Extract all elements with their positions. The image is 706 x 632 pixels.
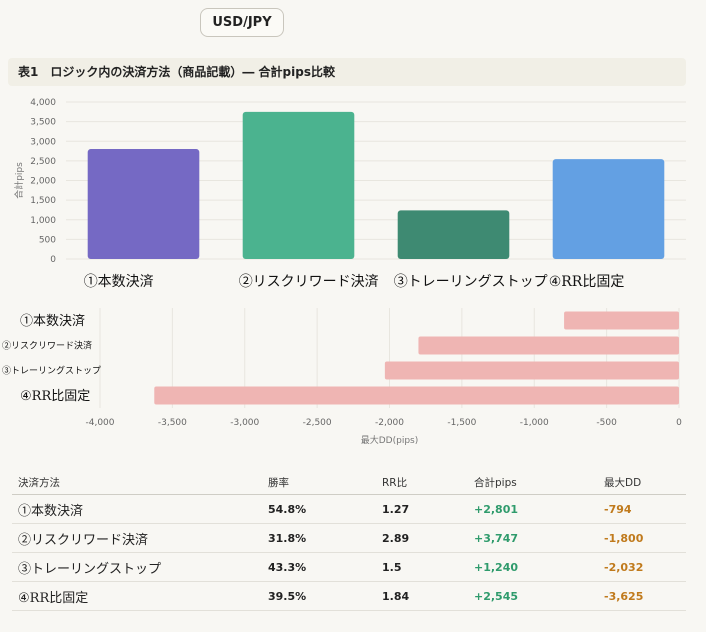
cell-winrate: 43.3% [262,552,376,582]
y-axis-title: 合計pips [13,162,25,199]
pair-button[interactable]: USD/JPY [200,8,284,37]
cell-max-dd: -794 [598,494,686,524]
table-row: ③トレーリングストップ 43.3% 1.5 +1,240 -2,032 [12,552,686,582]
x-tick-label: -3,000 [230,418,259,428]
cell-rr: 1.27 [376,494,468,524]
bar [384,361,679,380]
x-tick-label: ②リスクリワード決済 [239,274,379,290]
y-tick-label: 3,500 [30,118,56,128]
bar [418,336,679,355]
x-tick-label: 0 [676,418,682,428]
header-method: 決済方法 [12,470,262,495]
header-rr: RR比 [376,470,468,495]
x-tick-label: ③トレーリングストップ [394,274,548,290]
cell-winrate: 31.8% [262,523,376,553]
cell-total-pips: +1,240 [468,552,598,582]
cell-method: ③トレーリングストップ [12,552,262,582]
bar [242,111,355,259]
cell-total-pips: +2,801 [468,494,598,524]
cell-rr: 2.89 [376,523,468,553]
x-tick-label: -4,000 [85,418,114,428]
cell-max-dd: -3,625 [598,581,686,611]
header-max-dd: 最大DD [598,470,686,495]
max-dd-bar-chart: -4,000 -3,500 -3,000 -2,500 -2,000 -1,500 -1,0… [2,308,682,446]
header-winrate: 勝率 [262,470,376,495]
x-tick-label: ①本数決済 [84,274,154,290]
y-tick-label: ④RR比固定 [20,389,90,404]
y-tick-label: 3,000 [30,137,56,147]
x-tick-label: -500 [596,418,617,428]
x-tick-label: -3,500 [158,418,187,428]
cell-total-pips: +3,747 [468,523,598,553]
y-tick-label: 1,000 [30,216,56,226]
table-row: ④RR比固定 39.5% 1.84 +2,545 -3,625 [12,581,686,611]
cell-rr: 1.5 [376,552,468,582]
x-tick-label: -2,500 [303,418,332,428]
bar [564,311,679,330]
cell-winrate: 54.8% [262,494,376,524]
x-axis-title: 最大DD(pips) [361,434,419,446]
cell-method: ①本数決済 [12,494,262,524]
x-tick-label: -2,000 [375,418,404,428]
y-tick-label: ①本数決済 [20,313,85,329]
cell-method: ②リスクリワード決済 [12,523,262,553]
cell-total-pips: +2,545 [468,581,598,611]
bar [87,149,200,259]
bar [552,159,665,259]
cell-method: ④RR比固定 [12,581,262,611]
x-tick-label: -1,500 [447,418,476,428]
table-row: ①本数決済 54.8% 1.27 +2,801 -794 [12,494,686,524]
table-row: ②リスクリワード決済 31.8% 2.89 +3,747 -1,800 [12,523,686,553]
y-tick-label: 2,000 [30,177,56,187]
bar [154,386,679,405]
bar [397,210,510,259]
cell-max-dd: -1,800 [598,523,686,553]
table-title: 表1 ロジック内の決済方法（商品記載）― 合計pips比較 [8,58,686,86]
header-total-pips: 合計pips [468,470,598,495]
cell-max-dd: -2,032 [598,552,686,582]
y-tick-label: ②リスクリワード決済 [2,340,92,352]
y-tick-label: ③トレーリングストップ [2,365,101,377]
y-tick-label: 4,000 [30,98,56,108]
x-tick-label: ④RR比固定 [549,274,625,290]
cell-rr: 1.84 [376,581,468,611]
table-header-row: 決済方法 勝率 RR比 合計pips 最大DD [12,470,686,495]
x-tick-label: -1,000 [520,418,549,428]
summary-table: 決済方法 勝率 RR比 合計pips 最大DD ①本数決済 54.8% 1.27… [12,470,686,611]
y-tick-label: 1,500 [30,196,56,206]
y-tick-label: 0 [50,255,56,265]
total-pips-bar-chart: 4,000 3,500 3,000 2,500 2,000 1,500 1,000 500 0 合… [13,98,686,290]
y-tick-label: 2,500 [30,157,56,167]
y-tick-label: 500 [39,235,56,245]
cell-winrate: 39.5% [262,581,376,611]
